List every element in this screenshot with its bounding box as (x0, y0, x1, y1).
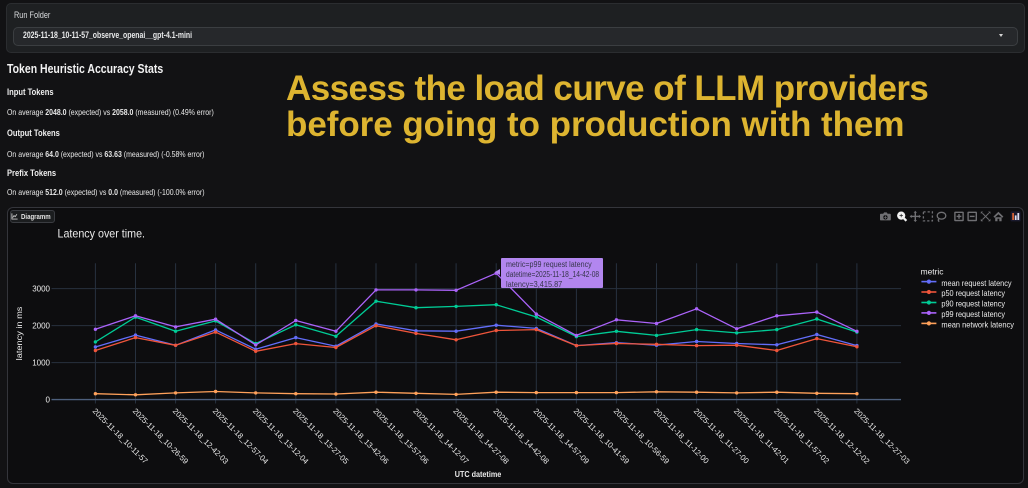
svg-text:3000: 3000 (32, 284, 50, 294)
svg-text:metric: metric (921, 267, 945, 277)
svg-text:0: 0 (46, 395, 51, 405)
svg-text:Latency over time.: Latency over time. (58, 226, 146, 240)
svg-text:mean network latency: mean network latency (941, 321, 1014, 330)
svg-text:1000: 1000 (32, 358, 50, 368)
svg-text:latency in ms: latency in ms (14, 306, 24, 360)
svg-text:2000: 2000 (32, 321, 50, 331)
svg-text:p90 request latency: p90 request latency (941, 300, 1005, 309)
svg-text:mean request latency: mean request latency (941, 279, 1012, 288)
svg-text:UTC datetime: UTC datetime (455, 469, 502, 479)
svg-text:p50 request latency: p50 request latency (941, 289, 1005, 298)
svg-text:p99 request latency: p99 request latency (941, 310, 1005, 319)
